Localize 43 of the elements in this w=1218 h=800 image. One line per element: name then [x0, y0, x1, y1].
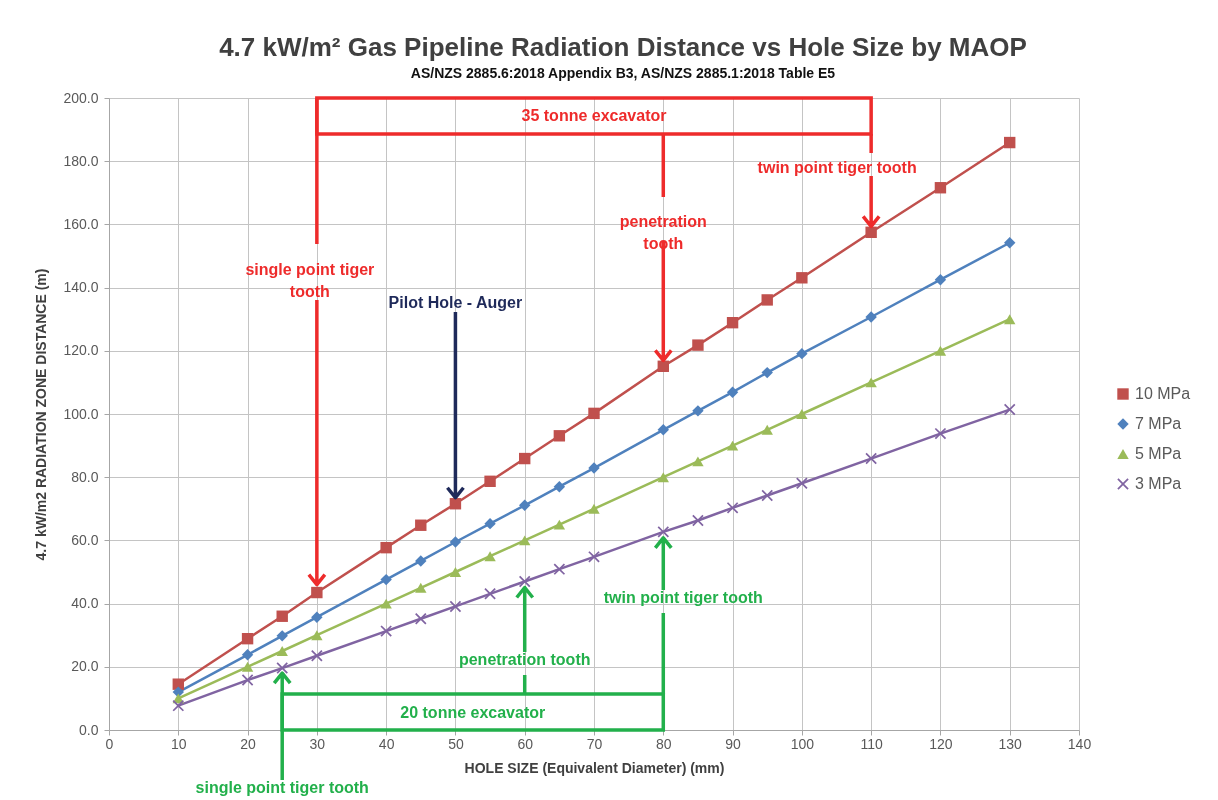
x-tick-label: 90	[725, 735, 742, 752]
y-tick-label: 180.0	[63, 152, 99, 169]
y-tick-label: 40.0	[71, 595, 99, 612]
y-tick-label: 20.0	[71, 658, 99, 675]
x-tick-label: 80	[656, 735, 672, 752]
y-tick-label: 120.0	[63, 342, 99, 359]
x-tick-label: 120	[929, 735, 953, 752]
x-tick-label: 140	[1067, 735, 1092, 752]
y-tick-label: 80.0	[71, 468, 99, 485]
x-tick-label: 0	[105, 735, 114, 752]
x-tick-label: 60	[517, 735, 534, 752]
legend-label: 3 MPa	[1135, 475, 1182, 492]
annotation: single point tiger tooth	[245, 261, 375, 300]
annotation: penetration tooth	[458, 651, 591, 668]
legend-label: 10 MPa	[1135, 385, 1191, 402]
y-axis-title: 4.7 kW/m2 RADIATION ZONE DISTANCE (m)	[33, 268, 50, 561]
legend-label: 7 MPa	[1135, 415, 1182, 432]
annotation: penetration tooth	[619, 213, 707, 252]
x-axis-title: HOLE SIZE (Equivalent Diameter) (mm)	[464, 759, 725, 776]
y-tick-label: 0.0	[79, 721, 99, 738]
x-tick-label: 10	[171, 735, 187, 752]
x-tick-label: 70	[586, 735, 603, 752]
x-tick-label: 130	[998, 735, 1023, 752]
x-tick-label: 110	[860, 735, 884, 752]
y-tick-label: 160.0	[63, 215, 99, 232]
chart-title: 4.7 kW/m² Gas Pipeline Radiation Distance vs Hole Size by MAOP	[219, 32, 1027, 62]
y-tick-label: 60.0	[71, 531, 99, 548]
annotation: Pilot Hole - Auger	[388, 294, 523, 311]
annotation: single point tiger tooth	[195, 779, 369, 796]
x-tick-label: 40	[378, 735, 395, 752]
y-tick-label: 100.0	[63, 405, 99, 422]
x-tick-label: 30	[309, 735, 326, 752]
annotation: twin point tiger tooth	[757, 159, 917, 176]
annotation: twin point tiger tooth	[603, 589, 763, 606]
chart-subtitle: AS/NZS 2885.6:2018 Appendix B3, AS/NZS 2885.1:2018 Table E5	[410, 65, 836, 81]
x-tick-label: 100	[790, 735, 815, 752]
x-tick-label: 50	[448, 735, 464, 752]
annotation: 35 tonne excavator	[521, 107, 667, 124]
x-tick-label: 20	[240, 735, 257, 752]
y-tick-label: 200.0	[63, 89, 99, 106]
annotation: 20 tonne excavator	[400, 704, 546, 721]
y-tick-label: 140.0	[63, 279, 99, 296]
legend-label: 5 MPa	[1135, 445, 1182, 462]
